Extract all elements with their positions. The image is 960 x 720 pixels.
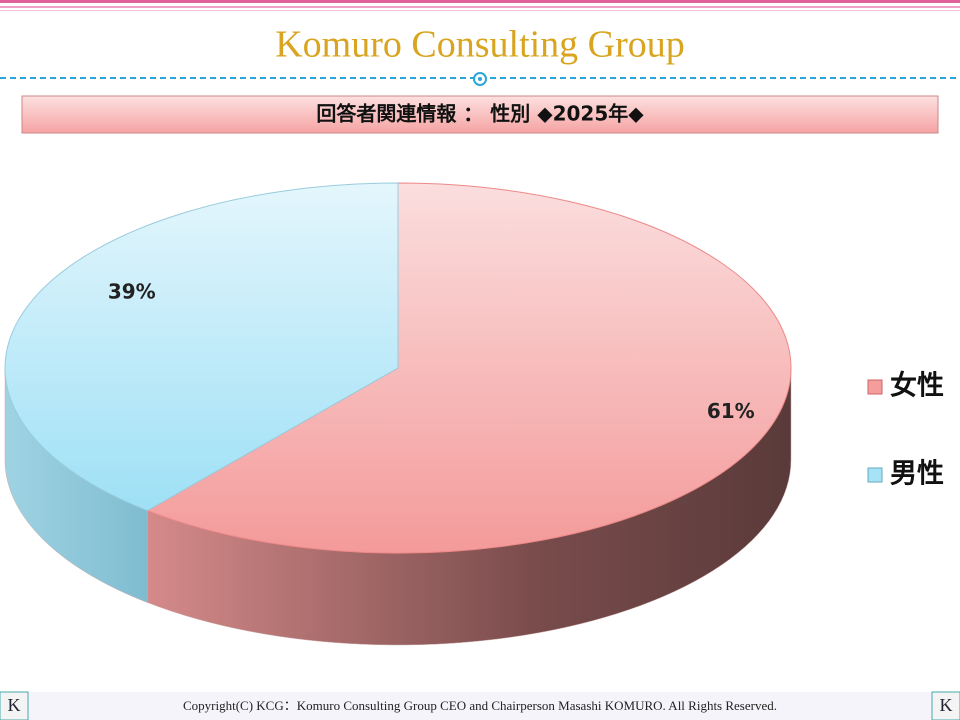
banner-text: 回答者関連情報 ： 性別 ◆2025年◆ [316, 102, 644, 126]
legend-swatch [867, 379, 883, 395]
legend-label: 男性 [890, 459, 944, 490]
banner [21, 95, 939, 134]
top-stripes [0, 0, 960, 11]
logo-right-text: K [940, 695, 953, 715]
footer-bar [0, 692, 960, 720]
pie-slice [146, 182, 792, 554]
logo-left-text: K [8, 695, 21, 715]
value-label: 39% [108, 279, 156, 303]
header-title: Komuro Consulting Group [275, 24, 685, 66]
logo-left [0, 691, 29, 720]
divider-dot-center [478, 77, 482, 81]
value-label: 61% [707, 399, 755, 423]
copyright: Copyright(C) KCG：Komuro Consulting Group… [183, 698, 777, 713]
legend-label: 女性 [890, 370, 944, 402]
legend-swatch [867, 467, 883, 483]
logo-right [931, 691, 960, 720]
pie-slice [4, 182, 399, 512]
